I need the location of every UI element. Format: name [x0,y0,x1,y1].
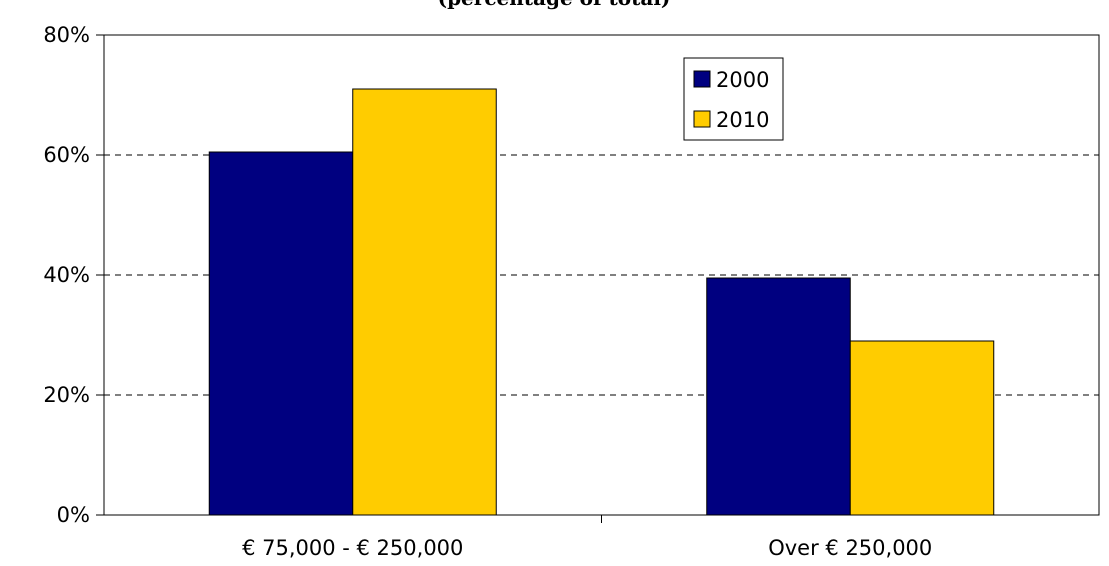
legend: 2000 2010 [683,57,784,141]
legend-swatch-2000 [693,70,711,88]
chart-title: (percentage of total) [438,0,671,10]
bars [208,88,995,516]
axes: 0% 20% 40% 60% 80% € 75,000 - € 250,000 Over €… [43,23,1100,560]
y-tick-label: 20% [43,383,90,407]
x-category-label: € 75,000 - € 250,000 [242,536,463,560]
bar-2010-1 [849,340,995,516]
legend-label-2000: 2000 [716,68,769,92]
y-tick-label: 80% [43,23,90,47]
legend-label-2010: 2010 [716,108,769,132]
bar-2010-0 [352,88,497,516]
bar-2000-0 [208,151,354,516]
y-tick-label: 60% [43,143,90,167]
y-tick-label: 0% [57,503,90,527]
x-category-label: Over € 250,000 [768,536,932,560]
y-tick-label: 40% [43,263,90,287]
legend-swatch-2010 [693,110,711,128]
bar-2000-1 [706,277,851,516]
